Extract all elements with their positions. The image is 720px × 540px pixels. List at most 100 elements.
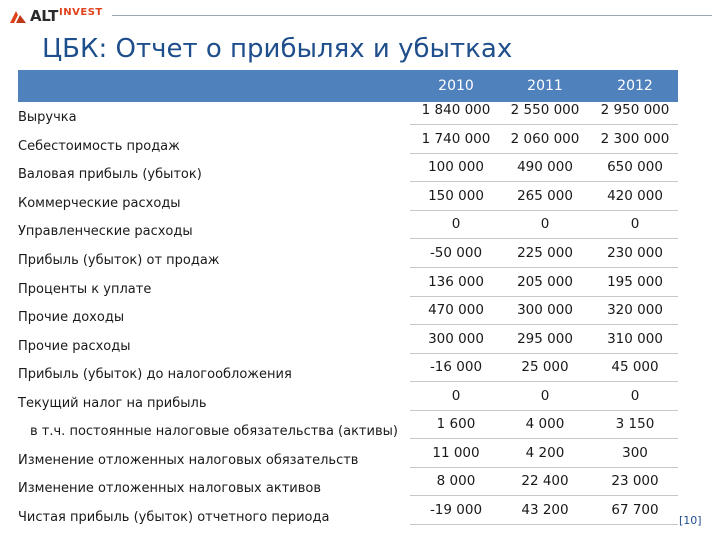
row-value-2011: 2 060 000 bbox=[510, 131, 580, 147]
row-divider bbox=[410, 381, 678, 382]
row-value-2010: 1 600 bbox=[436, 416, 476, 432]
row-value-2011: 4 000 bbox=[525, 416, 565, 432]
row-label: Себестоимость продаж bbox=[18, 139, 180, 154]
table-row: Себестоимость продаж 1 740 000 2 060 000 2 … bbox=[0, 131, 720, 161]
row-divider bbox=[410, 153, 678, 154]
row-label: Изменение отложенных налоговых обязатель… bbox=[18, 453, 359, 468]
row-divider bbox=[410, 181, 678, 182]
row-value-2011: 300 000 bbox=[517, 302, 573, 318]
table-row: Валовая прибыль (убыток) 100 000 490 000 65… bbox=[0, 159, 720, 189]
top-divider bbox=[112, 15, 712, 16]
row-value-2010: 11 000 bbox=[432, 445, 480, 461]
row-value-2012: 67 700 bbox=[611, 502, 659, 518]
year-header-2010: 2010 bbox=[438, 78, 474, 94]
row-value-2011: 490 000 bbox=[517, 159, 573, 175]
row-divider bbox=[410, 495, 678, 496]
row-value-2010: -16 000 bbox=[429, 359, 483, 375]
row-value-2012: 300 bbox=[622, 445, 648, 461]
table-row: Изменение отложенных налоговых активов 8 … bbox=[0, 473, 720, 503]
table-row: Управленческие расходы 0 0 0 bbox=[0, 216, 720, 246]
row-value-2010: 150 000 bbox=[428, 188, 484, 204]
logo-text: ALTINVEST bbox=[30, 7, 103, 25]
row-value-2012: 0 bbox=[630, 216, 640, 232]
row-value-2011: 25 000 bbox=[521, 359, 569, 375]
table-row: в т.ч. постоянные налоговые обязательств… bbox=[0, 416, 720, 446]
row-value-2011: 43 200 bbox=[521, 502, 569, 518]
row-value-2011: 4 200 bbox=[525, 445, 565, 461]
row-label: Валовая прибыль (убыток) bbox=[18, 167, 202, 182]
altinvest-logo: ALTINVEST bbox=[8, 6, 103, 26]
row-divider bbox=[410, 438, 678, 439]
row-label: Прочие доходы bbox=[18, 310, 125, 325]
row-value-2012: 0 bbox=[630, 388, 640, 404]
row-label: Управленческие расходы bbox=[18, 224, 193, 239]
row-value-2010: 0 bbox=[451, 388, 461, 404]
row-value-2011: 265 000 bbox=[517, 188, 573, 204]
row-divider bbox=[410, 124, 678, 125]
row-value-2011: 22 400 bbox=[521, 473, 569, 489]
row-value-2012: 230 000 bbox=[607, 245, 663, 261]
row-value-2010: -19 000 bbox=[429, 502, 483, 518]
row-label: Прибыль (убыток) от продаж bbox=[18, 253, 220, 268]
table-row: Прибыль (убыток) от продаж -50 000 225 000… bbox=[0, 245, 720, 275]
row-label: Коммерческие расходы bbox=[18, 196, 181, 211]
year-header-2012: 2012 bbox=[617, 78, 653, 94]
row-label: Прочие расходы bbox=[18, 339, 131, 354]
row-value-2011: 0 bbox=[540, 216, 550, 232]
row-divider bbox=[410, 210, 678, 211]
row-divider bbox=[410, 238, 678, 239]
row-value-2012: 320 000 bbox=[607, 302, 663, 318]
table-row: Проценты к уплате 136 000 205 000 195 000 bbox=[0, 274, 720, 304]
row-divider bbox=[410, 353, 678, 354]
row-value-2010: -50 000 bbox=[429, 245, 483, 261]
logo-mark-icon bbox=[10, 11, 26, 23]
row-value-2012: 3 150 bbox=[615, 416, 655, 432]
row-divider bbox=[410, 410, 678, 411]
row-divider bbox=[410, 296, 678, 297]
row-divider bbox=[410, 267, 678, 268]
row-label: Проценты к уплате bbox=[18, 282, 152, 297]
row-value-2010: 0 bbox=[451, 216, 461, 232]
row-value-2010: 100 000 bbox=[428, 159, 484, 175]
row-value-2011: 2 550 000 bbox=[510, 102, 580, 118]
year-header-2011: 2011 bbox=[527, 78, 563, 94]
page-title: ЦБК: Отчет о прибылях и убытках bbox=[42, 34, 513, 64]
row-label: в т.ч. постоянные налоговые обязательств… bbox=[30, 424, 398, 439]
row-value-2010: 8 000 bbox=[436, 473, 476, 489]
row-value-2012: 45 000 bbox=[611, 359, 659, 375]
row-value-2010: 136 000 bbox=[428, 274, 484, 290]
row-value-2012: 420 000 bbox=[607, 188, 663, 204]
row-label: Чистая прибыль (убыток) отчетного период… bbox=[18, 510, 330, 525]
row-value-2011: 0 bbox=[540, 388, 550, 404]
table-row: Прочие доходы 470 000 300 000 320 000 bbox=[0, 302, 720, 332]
row-divider bbox=[410, 524, 678, 525]
row-value-2010: 1 740 000 bbox=[421, 131, 491, 147]
row-value-2012: 195 000 bbox=[607, 274, 663, 290]
footnote-reference: [10] bbox=[679, 514, 702, 527]
table-row: Текущий налог на прибыль 0 0 0 bbox=[0, 388, 720, 418]
table-row: Изменение отложенных налоговых обязатель… bbox=[0, 445, 720, 475]
row-value-2010: 1 840 000 bbox=[421, 102, 491, 118]
row-value-2011: 295 000 bbox=[517, 331, 573, 347]
row-value-2011: 225 000 bbox=[517, 245, 573, 261]
row-value-2011: 205 000 bbox=[517, 274, 573, 290]
table-row: Выручка 1 840 000 2 550 000 2 950 000 bbox=[0, 102, 720, 132]
row-value-2012: 2 300 000 bbox=[600, 131, 670, 147]
row-value-2010: 300 000 bbox=[428, 331, 484, 347]
table-row: Прочие расходы 300 000 295 000 310 000 bbox=[0, 331, 720, 361]
row-value-2012: 23 000 bbox=[611, 473, 659, 489]
table-row: Чистая прибыль (убыток) отчетного период… bbox=[0, 502, 720, 532]
row-divider bbox=[410, 467, 678, 468]
table-row: Прибыль (убыток) до налогообложения -16 0… bbox=[0, 359, 720, 389]
row-value-2010: 470 000 bbox=[428, 302, 484, 318]
table-header-band bbox=[18, 70, 678, 102]
row-value-2012: 650 000 bbox=[607, 159, 663, 175]
row-divider bbox=[410, 324, 678, 325]
table-row: Коммерческие расходы 150 000 265 000 420 00… bbox=[0, 188, 720, 218]
row-label: Текущий налог на прибыль bbox=[18, 396, 207, 411]
row-value-2012: 2 950 000 bbox=[600, 102, 670, 118]
row-label: Прибыль (убыток) до налогообложения bbox=[18, 367, 292, 382]
row-value-2012: 310 000 bbox=[607, 331, 663, 347]
row-label: Изменение отложенных налоговых активов bbox=[18, 481, 321, 496]
row-label: Выручка bbox=[18, 110, 77, 125]
